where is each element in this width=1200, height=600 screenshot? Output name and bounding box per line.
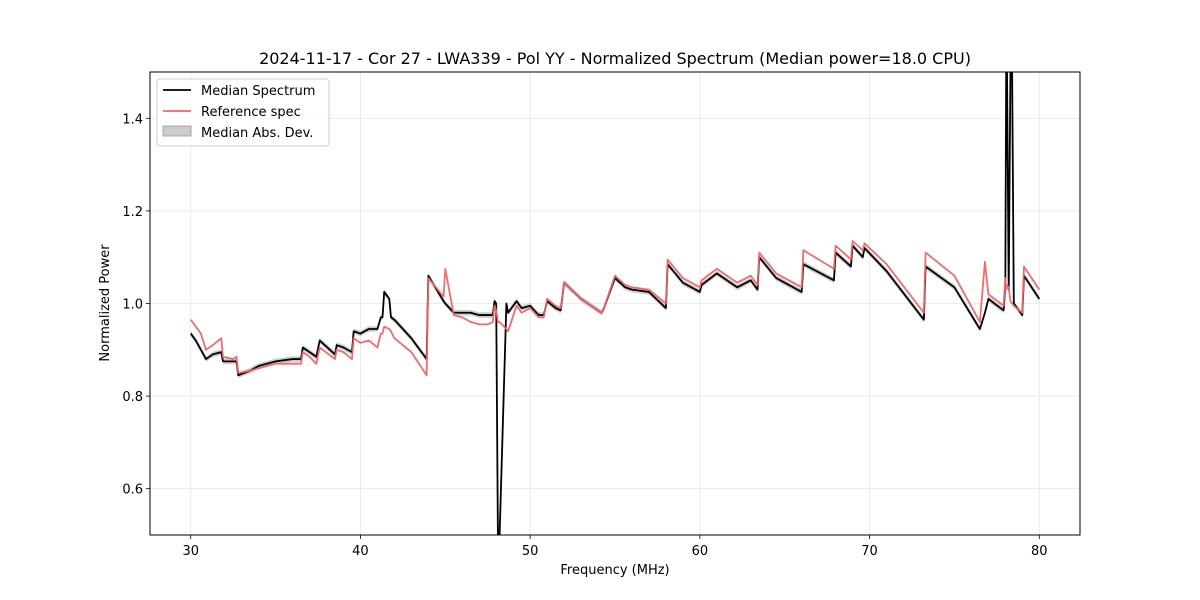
x-tick-label: 50 <box>522 544 539 559</box>
series-layer <box>190 72 1041 535</box>
legend-swatch-mad <box>162 125 192 137</box>
y-tick-label: 1.4 <box>122 112 143 127</box>
reference-spectrum-line <box>190 240 1041 377</box>
y-tick-label: 1.0 <box>122 298 143 313</box>
x-tick-label: 60 <box>692 544 709 559</box>
y-tick-label: 0.6 <box>122 483 143 498</box>
y-tick-label: 1.2 <box>122 205 143 220</box>
x-tick-label: 30 <box>182 544 199 559</box>
y-axis-label: Normalized Power <box>98 244 113 362</box>
y-tick-label: 0.8 <box>122 390 143 405</box>
x-tick-label: 80 <box>1031 544 1048 559</box>
legend-label-median: Median Spectrum <box>201 84 315 99</box>
y-axis-ticks: 0.6 0.8 1.0 1.2 1.4 <box>122 112 150 498</box>
legend-label-mad: Median Abs. Dev. <box>201 126 313 141</box>
chart-title: 2024-11-17 - Cor 27 - LWA339 - Pol YY - … <box>259 49 971 68</box>
median-spectrum-line <box>190 72 1041 535</box>
x-axis-ticks: 30 40 50 60 70 80 <box>182 535 1048 559</box>
x-tick-label: 70 <box>861 544 878 559</box>
legend: Median Spectrum Reference spec Median Ab… <box>156 78 330 147</box>
legend-box <box>156 78 330 147</box>
x-axis-label: Frequency (MHz) <box>560 563 669 578</box>
legend-label-reference: Reference spec <box>201 105 301 120</box>
x-tick-label: 40 <box>352 544 369 559</box>
